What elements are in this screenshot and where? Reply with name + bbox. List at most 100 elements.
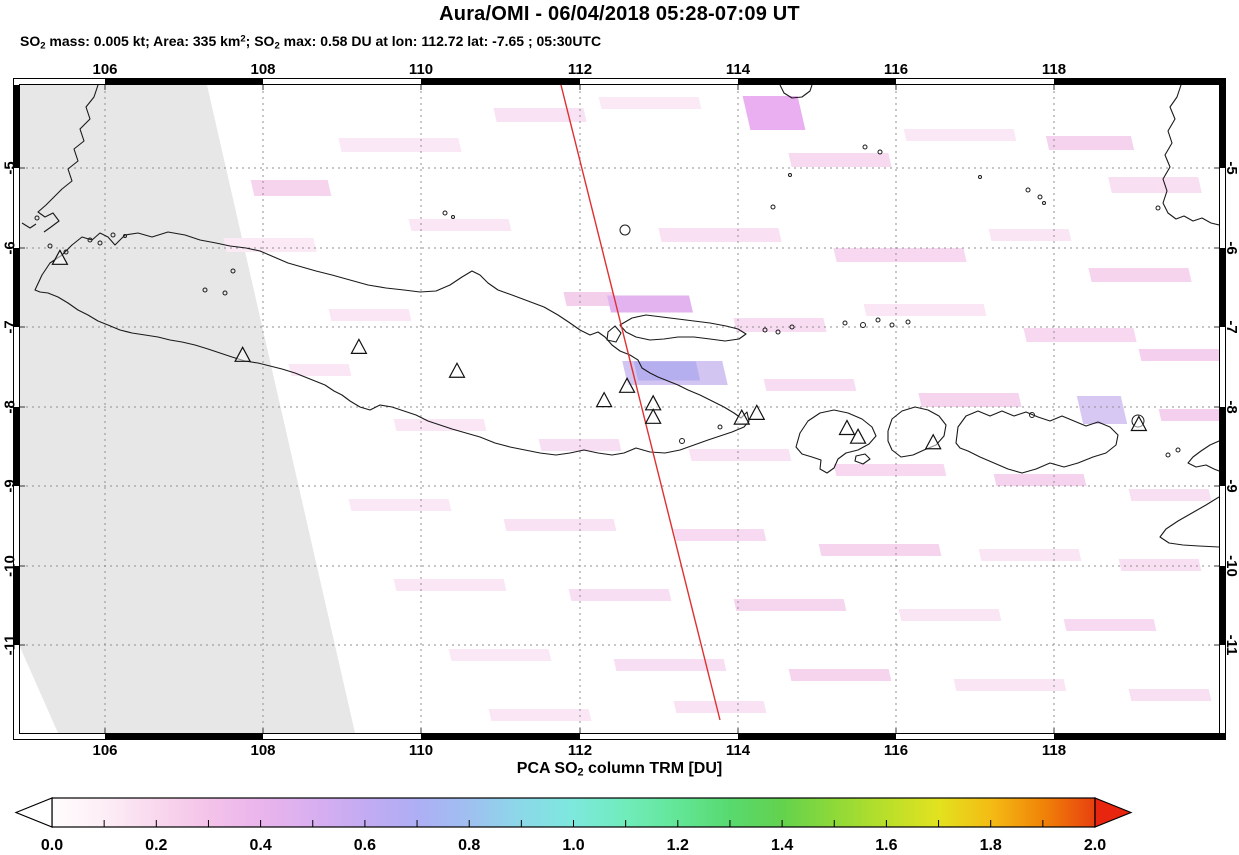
colorbar-tick-label: 1.0 — [562, 837, 584, 854]
so2-patch — [448, 649, 552, 661]
so2-patch — [688, 449, 792, 461]
so2-patch — [1138, 349, 1219, 361]
so2-patch — [818, 544, 942, 556]
border-segment-bottom — [580, 733, 738, 740]
island-dot — [230, 268, 236, 274]
border-segment-bottom — [896, 733, 1054, 740]
border-segment-top — [263, 78, 421, 85]
so2-patch — [1045, 136, 1135, 150]
border-segment-right — [1219, 85, 1226, 168]
lon-tick-label-top: 114 — [726, 61, 751, 78]
lon-tick-label-bottom: 110 — [409, 742, 433, 759]
lon-tick-label-top: 112 — [568, 61, 592, 78]
island-dot — [34, 215, 40, 221]
island-dot — [842, 320, 848, 326]
island-dot — [978, 175, 982, 179]
island-dot — [789, 324, 795, 330]
coastline-path — [37, 85, 99, 233]
colorbar: 0.0 0.2 0.4 0.6 0.8 1.0 1.2 1.4 1.6 1.8 2.0 — [14, 797, 1133, 854]
coastline-path — [854, 453, 871, 465]
gray-nodata-region — [20, 85, 355, 733]
text-segment: 2 — [577, 766, 584, 779]
volcano-marker — [733, 408, 751, 425]
border-segment-bottom — [263, 733, 421, 740]
border-segment-right — [1219, 486, 1226, 566]
so2-patch — [338, 138, 462, 152]
so2-patch — [503, 519, 617, 531]
island-dot — [875, 317, 881, 323]
so2-patch — [763, 379, 857, 391]
island-dot — [63, 249, 69, 255]
island-dot — [717, 424, 723, 430]
so2-patch — [607, 295, 693, 313]
so2-patch — [658, 228, 782, 242]
lon-tick-label-top: 106 — [92, 61, 117, 78]
so2-patch — [1128, 489, 1212, 501]
page-title: Aura/OMI - 06/04/2018 05:28-07:09 UT — [439, 3, 800, 25]
lat-tick-label-left: -7 — [1, 320, 18, 333]
island-dot — [222, 290, 228, 296]
lon-tick-label-top: 110 — [409, 61, 433, 78]
volcano-marker — [350, 338, 368, 354]
border-segment-right — [1219, 168, 1226, 248]
volcano-marker — [595, 391, 613, 408]
coastline-path — [34, 231, 750, 456]
lat-tick-label-right: -11 — [1223, 635, 1239, 656]
so2-patch — [788, 153, 892, 167]
island-dot — [762, 327, 768, 333]
lat-tick-label-left: -8 — [1, 400, 18, 413]
border-segment-right — [1219, 645, 1226, 733]
border-segment-left — [13, 85, 20, 168]
island-dot — [442, 210, 448, 216]
text-segment: SO — [20, 33, 41, 49]
map-content — [20, 85, 1219, 733]
colorbar-tick-label: 2.0 — [1084, 837, 1106, 854]
so2-patch — [223, 238, 317, 252]
border-segment-bottom — [13, 733, 105, 740]
island-dot — [877, 149, 883, 155]
coastline-path — [619, 314, 747, 342]
so2-patch — [348, 499, 452, 511]
border-segment-bottom — [105, 733, 263, 740]
colorbar-title: PCA SO2 column TRM [DU] — [0, 760, 1239, 779]
lat-tick-label-right: -10 — [1223, 555, 1239, 577]
coastline-path — [606, 325, 622, 343]
border-segment-left — [13, 248, 20, 327]
island-dot — [47, 243, 53, 249]
so2-patch — [918, 393, 1022, 407]
lon-tick-label-bottom: 116 — [884, 742, 908, 759]
border-segment-top — [1054, 78, 1226, 85]
volcano-marker — [618, 377, 636, 393]
volcano-marker — [1130, 415, 1148, 432]
border-segment-bottom — [421, 733, 580, 740]
so2-patch — [1158, 409, 1219, 421]
so2-patch — [978, 549, 1082, 561]
volcano-marker — [748, 404, 766, 420]
so2-patch — [288, 364, 352, 376]
so2-patch — [568, 589, 672, 601]
volcano-marker — [234, 346, 252, 362]
coastline-path — [779, 85, 813, 99]
so2-patch — [673, 529, 767, 541]
lon-tick-label-top: 118 — [1042, 61, 1066, 78]
so2-patch — [788, 669, 892, 681]
orbit-track-line — [560, 85, 721, 721]
border-segment-left — [13, 645, 20, 733]
border-segment-left — [13, 486, 20, 566]
so2-patch — [1108, 177, 1202, 193]
map-frame — [13, 78, 1226, 740]
text-segment: 2 — [240, 33, 246, 45]
border-segment-top — [580, 78, 738, 85]
island-dot — [770, 204, 776, 210]
island-dot — [1042, 201, 1046, 205]
volcano-marker — [924, 433, 942, 450]
coastline-path — [795, 409, 877, 474]
lat-tick-label-left: -5 — [1, 161, 18, 174]
colorbar-tick-label: 0.4 — [249, 837, 271, 854]
lat-tick-label-right: -8 — [1223, 400, 1239, 413]
island-dot — [788, 173, 792, 177]
island-dot — [860, 322, 866, 328]
colorbar-tick-label: 0.8 — [458, 837, 480, 854]
so2-patch — [1023, 328, 1137, 342]
island-dot — [1029, 412, 1035, 418]
